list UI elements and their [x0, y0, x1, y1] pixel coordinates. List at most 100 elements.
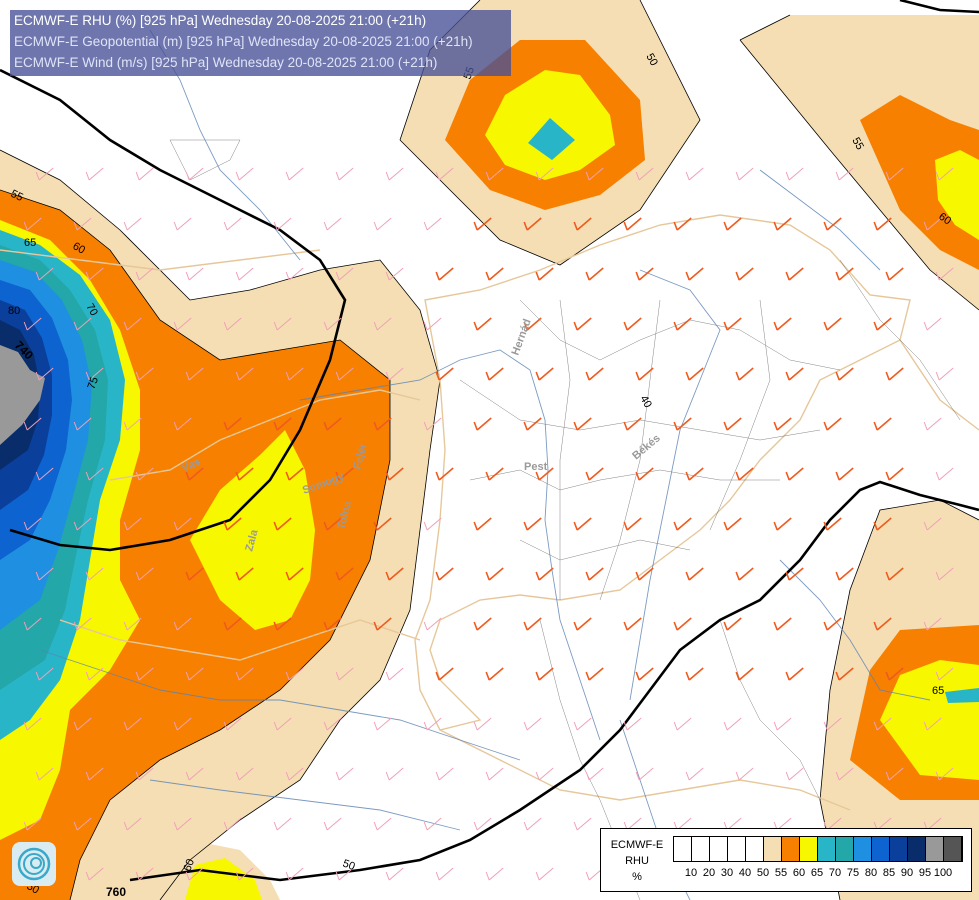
wind-barb	[135, 467, 154, 481]
legend-tick-label: 55	[774, 867, 788, 879]
wind-barb	[835, 267, 854, 281]
wind-barb	[123, 617, 142, 631]
label-rh-65-w: 65	[24, 237, 36, 249]
label-rh-55-nw: 55	[9, 188, 25, 204]
wind-barb	[85, 767, 104, 781]
label-geopotential-760: 760	[106, 885, 126, 899]
wind-barb	[23, 817, 42, 831]
title-wind: ECMWF-E Wind (m/s) [925 hPa] Wednesday 2…	[14, 55, 438, 70]
county-line-6	[599, 299, 661, 601]
legend-tick-label: 20	[702, 867, 716, 879]
river-danube	[299, 349, 601, 741]
wind-barb	[135, 367, 154, 381]
wind-barb	[723, 317, 742, 331]
rh-band-60-65-south	[185, 858, 262, 900]
wind-barb	[135, 767, 154, 781]
legend-swatch	[746, 837, 764, 861]
wind-barb	[885, 567, 904, 581]
legend-tick-label: 10	[684, 867, 698, 879]
geopotential-ne	[899, 0, 979, 14]
wind-barb	[73, 717, 92, 731]
wind-barb	[823, 517, 842, 531]
wind-barb	[773, 517, 792, 531]
wind-barb	[735, 367, 754, 381]
wind-barb	[735, 567, 754, 581]
legend-tick-label: 75	[846, 867, 860, 879]
wind-barb	[723, 517, 742, 531]
river-drava	[39, 649, 521, 761]
wind-barb	[873, 417, 892, 431]
wind-barb	[135, 567, 154, 581]
rh-band-60-65-ne	[935, 150, 979, 240]
wind-barb	[635, 667, 654, 681]
wind-barb	[385, 367, 404, 381]
legend-swatch	[926, 837, 944, 861]
legend-tick-label: 50	[756, 867, 770, 879]
wind-barb	[135, 167, 154, 181]
wind-barb	[323, 217, 342, 231]
wind-barb	[373, 417, 392, 431]
county-line-1	[519, 299, 841, 371]
wind-barb	[723, 417, 742, 431]
legend-tick-label: 40	[738, 867, 752, 879]
wind-barb	[73, 217, 92, 231]
wind-barb	[685, 767, 704, 781]
wind-barb	[873, 517, 892, 531]
wind-barb	[35, 467, 54, 481]
wind-barb	[473, 417, 492, 431]
wind-barbs	[23, 167, 954, 881]
wind-barb	[635, 367, 654, 381]
wind-barb	[773, 417, 792, 431]
wind-barb	[885, 767, 904, 781]
wind-barb	[673, 217, 692, 231]
legend-variable: RHU	[625, 855, 649, 867]
wind-barb	[535, 867, 554, 881]
wind-barb	[623, 417, 642, 431]
wind-barb	[223, 817, 242, 831]
wind-barb	[735, 167, 754, 181]
legend-tick-label: 60	[792, 867, 806, 879]
wind-barb	[635, 767, 654, 781]
wind-barb	[623, 217, 642, 231]
wind-barb	[123, 317, 142, 331]
wind-barb	[135, 867, 154, 881]
river-se	[779, 559, 931, 701]
wind-barb	[335, 667, 354, 681]
wind-barb	[585, 567, 604, 581]
wind-barb	[935, 367, 954, 381]
legend-tick-label: 90	[900, 867, 914, 879]
wind-barb	[373, 717, 392, 731]
legend-model: ECMWF-E	[610, 839, 664, 851]
wind-barb	[185, 367, 204, 381]
wind-barb	[385, 867, 404, 881]
wind-barb	[23, 717, 42, 731]
legend-ticks: 10 20 30 40 50 55 60 65 70 75 80 85 90 95 100	[673, 867, 973, 881]
legend-tick-label: 70	[828, 867, 842, 879]
wind-barb	[935, 667, 954, 681]
wind-barb	[773, 317, 792, 331]
river-tisza	[629, 269, 721, 701]
wind-barb	[485, 167, 504, 181]
wind-barb	[223, 517, 242, 531]
wind-barb	[673, 417, 692, 431]
wind-barb	[235, 667, 254, 681]
wind-barb	[285, 767, 304, 781]
wind-barb	[323, 617, 342, 631]
wind-barb	[535, 267, 554, 281]
wind-barb	[735, 467, 754, 481]
place-pest: Pest	[524, 461, 548, 473]
label-rh-65-se: 65	[932, 685, 944, 697]
wind-barb	[935, 767, 954, 781]
wind-barb	[623, 517, 642, 531]
rh-band-65-70-se	[945, 688, 979, 703]
wind-barb	[923, 317, 942, 331]
label-rh-75-w: 75	[86, 375, 101, 391]
wind-barb	[673, 517, 692, 531]
wind-barb	[723, 717, 742, 731]
wind-barb	[85, 567, 104, 581]
legend-swatch	[674, 837, 692, 861]
wind-barb	[273, 817, 292, 831]
wind-barb	[423, 317, 442, 331]
legend-swatch	[872, 837, 890, 861]
wind-barb	[335, 367, 354, 381]
